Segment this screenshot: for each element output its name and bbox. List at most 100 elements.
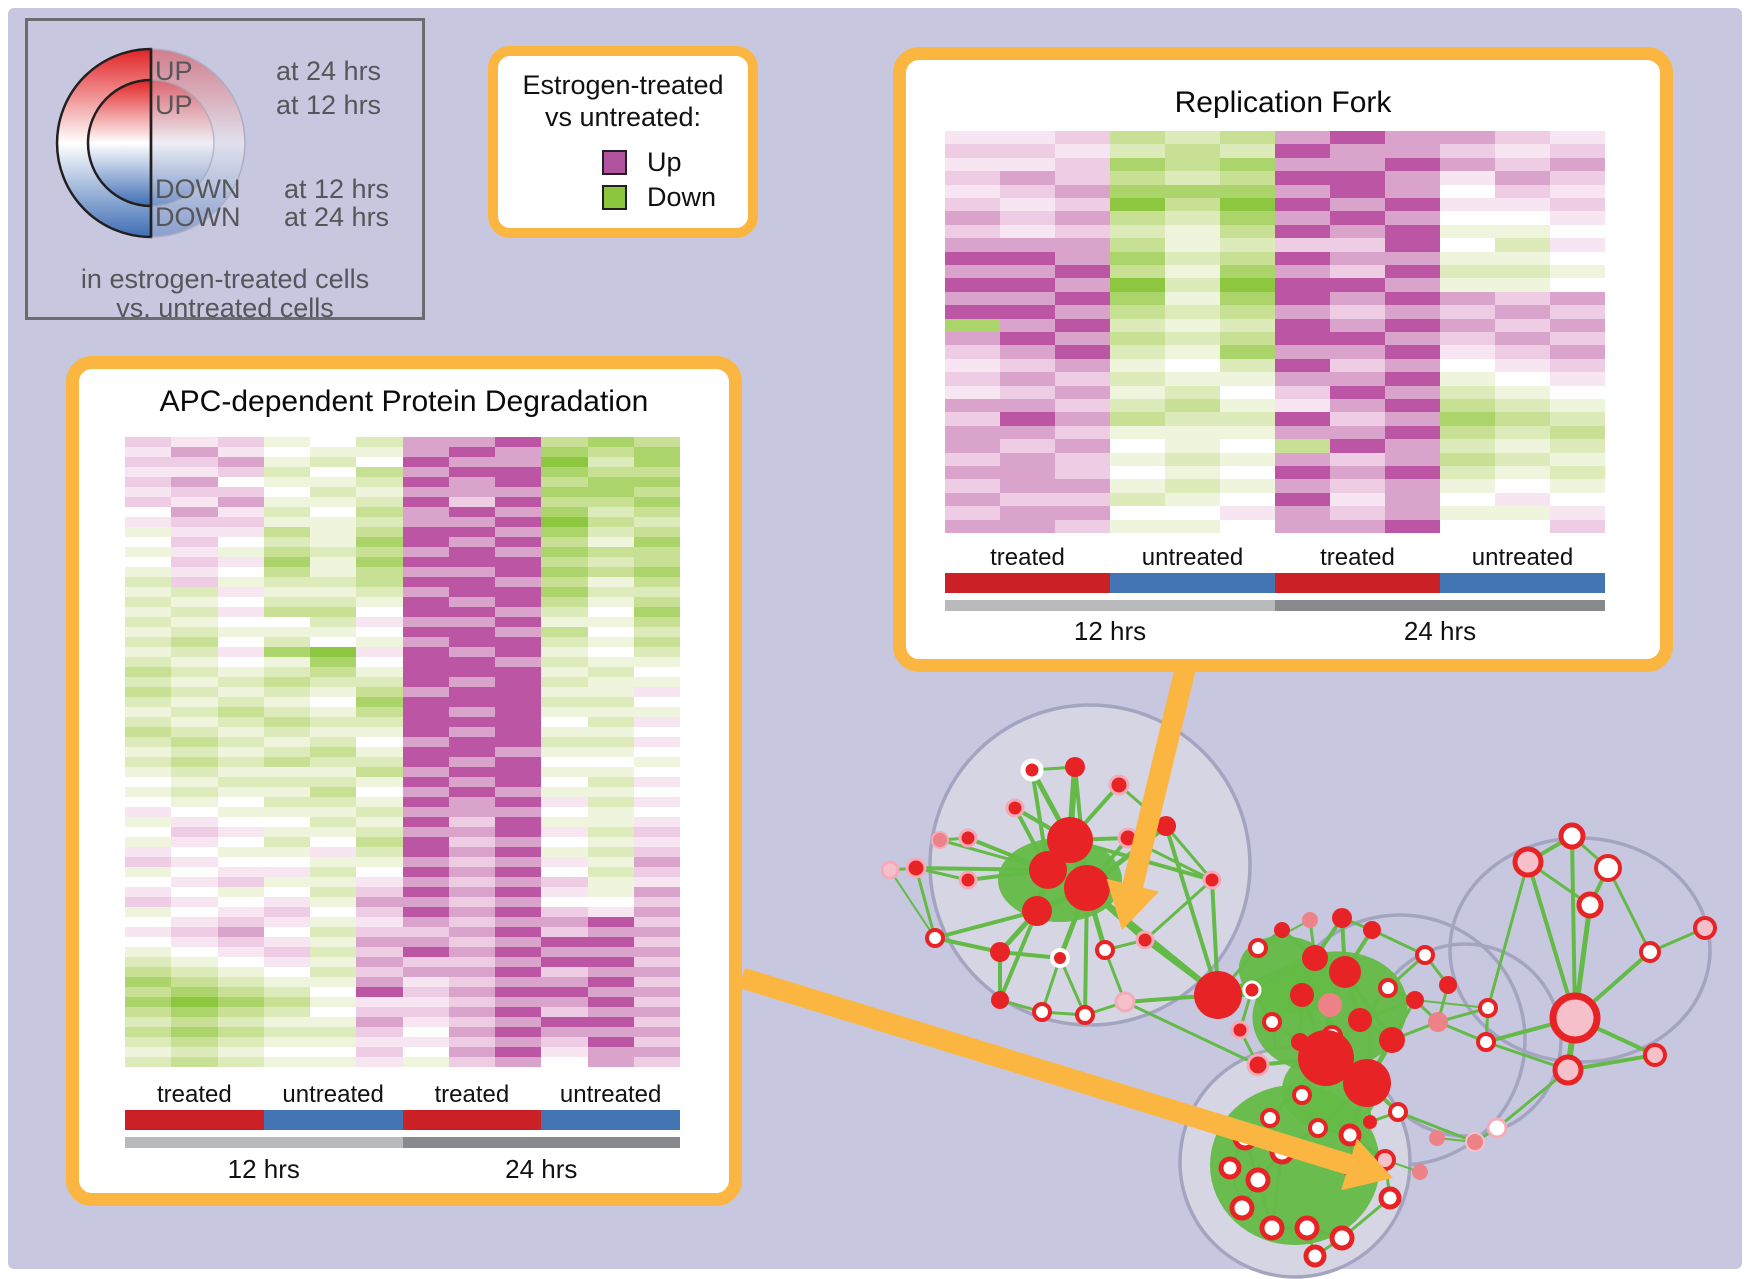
condition-group-label: treated	[157, 1081, 232, 1108]
heatmap-cell	[171, 727, 218, 737]
heatmap-cell	[125, 787, 172, 797]
heatmap-cell	[1440, 412, 1495, 426]
heatmap-cell	[1385, 519, 1440, 533]
network-node	[1262, 1012, 1282, 1032]
heatmap-cell	[263, 947, 310, 957]
heatmap-cell	[171, 577, 218, 587]
heatmap-cell	[1440, 197, 1495, 212]
heatmap-cell	[356, 497, 403, 507]
heatmap-cell	[1275, 144, 1330, 158]
heatmap-cell	[1000, 224, 1055, 239]
network-node	[1478, 998, 1498, 1018]
heatmap-cell	[217, 477, 264, 487]
network-edge	[1397, 1110, 1476, 1144]
heatmap-cell	[541, 1027, 588, 1037]
heatmap-cell	[125, 647, 172, 657]
heatmap-cell	[1275, 439, 1330, 453]
heatmap-cell	[263, 587, 310, 597]
heatmap-cell	[541, 1057, 588, 1067]
heatmap-cell	[402, 707, 449, 717]
heatmap-cell	[1275, 278, 1330, 292]
heatmap-cell	[1550, 157, 1605, 172]
heatmap-cell	[633, 927, 680, 937]
apc-time-labels: 12 hrs 24 hrs	[125, 1154, 680, 1184]
heatmap-cell	[1110, 479, 1165, 493]
heatmap-cell	[633, 887, 680, 897]
network-edge	[1164, 825, 1214, 881]
heatmap-cell	[541, 657, 588, 667]
heatmap-cell	[217, 507, 264, 517]
heatmap-cell	[1275, 291, 1330, 306]
heatmap-cell	[125, 747, 172, 757]
heatmap-cell	[171, 517, 218, 527]
heatmap-cell	[310, 897, 357, 907]
heatmap-cell	[495, 517, 542, 527]
heatmap-cell	[587, 637, 634, 647]
heatmap-cell	[448, 607, 495, 617]
network-node	[1439, 976, 1457, 994]
heatmap-cell	[945, 211, 1000, 225]
heatmap-cell	[1440, 211, 1495, 225]
heatmap-cell	[945, 398, 1000, 413]
heatmap-cell	[1000, 238, 1055, 252]
heatmap-cell	[1275, 264, 1330, 279]
network-node	[1020, 758, 1044, 782]
heatmap-cell	[1550, 184, 1605, 198]
heatmap-cell	[1330, 278, 1385, 292]
heatmap-cell	[541, 437, 588, 447]
heatmap-cell	[125, 487, 172, 497]
heatmap-cell	[1000, 251, 1055, 265]
heatmap-cell	[1000, 291, 1055, 306]
heatmap-cell	[587, 677, 634, 687]
heatmap-cell	[633, 487, 680, 497]
heatmap-cell	[356, 547, 403, 557]
heatmap-cell	[402, 827, 449, 837]
heatmap-cell	[356, 687, 403, 697]
heatmap-cell	[125, 567, 172, 577]
heatmap-cell	[171, 987, 218, 997]
heatmap-cell	[125, 897, 172, 907]
heatmap-cell	[171, 627, 218, 637]
heatmap-cell	[356, 567, 403, 577]
heatmap-cell	[1165, 131, 1220, 145]
heatmap-cell	[587, 877, 634, 887]
condition-group-label: treated	[990, 544, 1065, 571]
heatmap-cell	[1165, 305, 1220, 319]
heatmap-cell	[1220, 264, 1275, 279]
heatmap-cell	[356, 577, 403, 587]
heatmap-cell	[171, 667, 218, 677]
heatmap-cell	[1055, 251, 1110, 265]
heatmap-cell	[495, 807, 542, 817]
heatmap-cell	[263, 437, 310, 447]
heatmap-cell	[1275, 398, 1330, 413]
heatmap-cell	[171, 1007, 218, 1017]
condition-color-segment	[1275, 573, 1440, 593]
heatmap-cell	[1275, 157, 1330, 172]
heatmap-cell	[1275, 425, 1330, 440]
condition-color-segment	[402, 1110, 542, 1130]
heatmap-cell	[633, 837, 680, 847]
heatmap-cell	[945, 318, 1000, 332]
heatmap-cell	[1165, 238, 1220, 252]
heatmap-cell	[171, 847, 218, 857]
heatmap-cell	[1385, 197, 1440, 212]
heatmap-cell	[495, 1047, 542, 1057]
heatmap-cell	[1385, 305, 1440, 319]
heatmap-cell	[125, 467, 172, 477]
network-node	[1329, 956, 1361, 988]
heatmap-cell	[1440, 224, 1495, 239]
heatmap-cell	[633, 527, 680, 537]
heatmap-cell	[587, 507, 634, 517]
heatmap-cell	[633, 1037, 680, 1047]
heatmap-cell	[1330, 251, 1385, 265]
heatmap-cell	[1550, 171, 1605, 185]
heatmap-cell	[1220, 184, 1275, 198]
heatmap-cell	[402, 847, 449, 857]
condition-group-label: untreated	[1141, 544, 1244, 571]
heatmap-cell	[495, 797, 542, 807]
heatmap-cell	[125, 667, 172, 677]
heatmap-cell	[587, 547, 634, 557]
heatmap-cell	[448, 697, 495, 707]
heatmap-cell	[125, 1057, 172, 1067]
heatmap-cell	[495, 617, 542, 627]
